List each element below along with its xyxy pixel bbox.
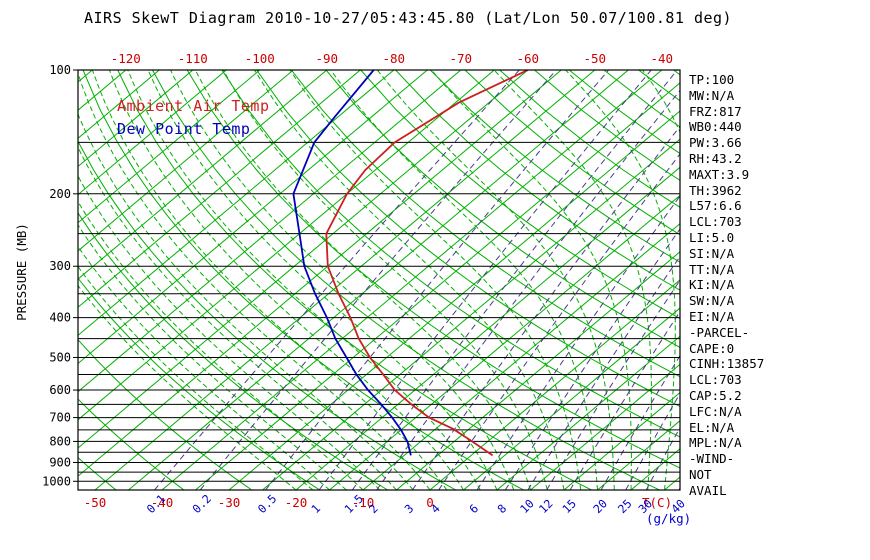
stats-line: CINH:13857 <box>689 356 765 372</box>
mixing-ratio-tick-label: 1 <box>308 501 323 516</box>
top-temp-tick-label: -60 <box>517 51 540 66</box>
mixing-ratio-tick-label: 25 <box>615 496 635 516</box>
pressure-axis-labels: 100 200 300 400 500 600 700 800 900 1000 <box>42 63 78 488</box>
top-temp-tick-label: -110 <box>178 51 208 66</box>
stats-line: WB0:440 <box>689 119 742 135</box>
pressure-tick-label: 700 <box>49 411 71 425</box>
legend-dew-point-temp: Dew Point Temp <box>117 120 251 138</box>
top-temp-tick-label: -80 <box>383 51 406 66</box>
stats-line: AVAIL <box>689 482 727 498</box>
pressure-tick-label: 500 <box>49 350 71 364</box>
bottom-temp-tick-label: -40 <box>151 495 174 510</box>
stats-line: MAXT:3.9 <box>689 166 750 182</box>
top-temp-tick-label: -70 <box>450 51 473 66</box>
top-temp-tick-label: -90 <box>316 51 339 66</box>
pressure-tick-label: 1000 <box>42 474 71 488</box>
stats-line: RH:43.2 <box>689 150 742 166</box>
mixing-ratio-tick-label: 0.2 <box>189 492 214 517</box>
ambient-temp-curve <box>325 70 529 457</box>
stats-line: LCL:703 <box>689 372 742 388</box>
bottom-temp-tick-label: -30 <box>218 495 241 510</box>
mixratio-unit-label: (g/kg) <box>646 511 691 526</box>
stats-line: LI:5.0 <box>689 229 735 245</box>
top-temp-tick-label: -120 <box>111 51 141 66</box>
stats-line: TP:100 <box>689 72 735 87</box>
bottom-temp-tick-label: 0 <box>426 495 434 510</box>
stats-line: MW:N/A <box>689 87 735 103</box>
mixing-ratio-tick-label: 3 <box>402 501 417 516</box>
pressure-grid-lines <box>78 141 680 482</box>
stats-line: TT:N/A <box>689 261 735 277</box>
stats-line: MPL:N/A <box>689 435 742 451</box>
legend-ambient-air-temp: Ambient Air Temp <box>117 97 270 115</box>
top-temp-tick-label: -50 <box>584 51 607 66</box>
pressure-tick-label: 100 <box>49 63 71 77</box>
top-temp-tick-label: -100 <box>245 51 275 66</box>
pressure-tick-label: 600 <box>49 383 71 397</box>
dew-point-curve <box>292 70 412 456</box>
stats-line: EL:N/A <box>689 419 735 435</box>
stats-line: NOT <box>689 466 712 482</box>
stats-line: SW:N/A <box>689 293 735 309</box>
bottom-temp-axis-labels: -50 -40 -30 -20 -10 0 <box>84 495 434 510</box>
pressure-tick-label: 900 <box>49 455 71 469</box>
stats-line: LCL:703 <box>689 214 742 230</box>
top-temp-tick-label: -40 <box>651 51 674 66</box>
plot-border <box>77 69 681 491</box>
mixing-ratio-tick-label: 4 <box>428 501 443 516</box>
stats-line: FRZ:817 <box>689 103 742 119</box>
bottom-temp-tick-label: -10 <box>352 495 375 510</box>
stats-line: PW:3.66 <box>689 135 742 151</box>
mixing-ratio-lines <box>154 70 680 490</box>
pressure-tick-label: 200 <box>49 187 71 201</box>
pressure-tick-label: 800 <box>49 434 71 448</box>
stats-line: -WIND- <box>689 451 735 467</box>
mixing-ratio-tick-label: 0.5 <box>255 492 280 517</box>
plot-area <box>78 70 680 490</box>
stats-panel: TP:100 MW:N/A FRZ:817 WB0:440 PW:3.66 RH:43.2… <box>689 72 764 499</box>
pressure-axis-title: PRESSURE (MB) <box>14 223 29 321</box>
mixing-ratio-tick-label: 12 <box>536 496 556 516</box>
bottom-temp-tick-label: -20 <box>285 495 308 510</box>
pressure-tick-label: 300 <box>49 259 71 273</box>
pressure-tick-label: 400 <box>49 311 71 325</box>
stats-line: L57:6.6 <box>689 198 742 214</box>
top-temp-axis-labels: -120 -110 -100 -90 -80 -70 -60 -50 -40 <box>111 51 673 66</box>
moist-adiabat-lines <box>78 70 680 490</box>
stats-line: TH:3962 <box>689 182 742 198</box>
mixing-ratio-tick-label: 15 <box>559 496 579 516</box>
mixing-ratio-tick-label: 10 <box>517 496 537 516</box>
stats-line: EI:N/A <box>689 308 735 324</box>
mixing-ratio-tick-label: 20 <box>590 496 610 516</box>
mixing-ratio-tick-label: 6 <box>466 501 481 516</box>
temp-unit-label: T(C) <box>642 495 672 510</box>
stats-line: SI:N/A <box>689 245 735 261</box>
stats-line: KI:N/A <box>689 277 735 293</box>
stats-line: -PARCEL- <box>689 324 750 340</box>
bottom-temp-tick-label: -50 <box>84 495 107 510</box>
chart-title: AIRS SkewT Diagram 2010-10-27/05:43:45.8… <box>84 9 733 27</box>
stats-line: CAPE:0 <box>689 340 735 356</box>
stats-line: LFC:N/A <box>689 403 742 419</box>
stats-line: CAP:5.2 <box>689 387 742 403</box>
mixing-ratio-tick-label: 8 <box>495 501 510 516</box>
